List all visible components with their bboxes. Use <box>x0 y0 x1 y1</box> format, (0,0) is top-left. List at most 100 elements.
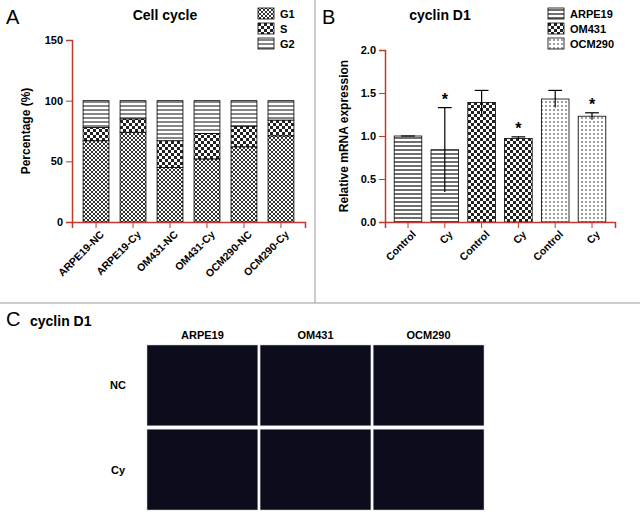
bar-segment <box>157 141 183 168</box>
x-tick-mark <box>444 222 445 228</box>
legend-swatch <box>258 23 274 34</box>
y-tick: 0.0 <box>361 216 385 228</box>
panel-label: A <box>6 6 20 28</box>
y-tick-mark <box>66 101 72 102</box>
chart-title: Cell cycle <box>133 7 198 23</box>
chart: ***0.00.51.01.52.0ControlCyControlCyCont… <box>322 6 616 263</box>
error-bar <box>548 90 562 107</box>
x-tick: ARPE19-Cy <box>94 222 143 277</box>
y-tick-mark <box>66 40 72 41</box>
bar-segment <box>157 101 183 141</box>
x-tick: Control <box>530 222 565 263</box>
significance-mark: * <box>515 120 522 137</box>
legend-item: S <box>258 23 287 35</box>
bar <box>468 102 496 222</box>
y-tick: 100 <box>45 95 72 107</box>
y-tick: 150 <box>45 34 72 46</box>
legend-label: G1 <box>280 8 295 20</box>
x-tick: OCM290-Cy <box>241 222 291 278</box>
y-tick-mark <box>66 222 72 223</box>
legend-label: OCM290 <box>570 38 614 50</box>
bar-segment <box>120 119 146 132</box>
panel-title: cyclin D1 <box>30 313 92 329</box>
y-tick-label: 150 <box>45 34 63 46</box>
x-tick-mark <box>481 222 482 228</box>
x-tick-label: Control <box>457 228 492 263</box>
bar-segment <box>268 136 294 222</box>
bar-segment <box>268 120 294 136</box>
y-tick-label: 50 <box>51 155 63 167</box>
panel-label: C <box>6 308 20 330</box>
error-line <box>444 108 445 192</box>
x-tick-label: Control <box>530 228 565 263</box>
row-label: Cy <box>111 464 126 476</box>
bar <box>505 139 533 222</box>
error-line <box>591 113 592 120</box>
error-bar <box>438 108 452 192</box>
y-tick-label: 100 <box>45 95 63 107</box>
y-tick-label: 0.0 <box>361 216 376 228</box>
legend-item: G1 <box>258 8 295 20</box>
row-label: NC <box>110 379 126 391</box>
divider <box>315 0 316 303</box>
plot-area <box>83 101 294 222</box>
legend: G1 S G2 <box>258 8 295 50</box>
y-tick-mark <box>379 222 385 223</box>
x-tick-mark <box>408 222 409 228</box>
x-tick-label: Control <box>383 228 418 263</box>
bar-segment <box>231 126 257 147</box>
x-tick-label: Cy <box>437 228 455 246</box>
y-tick-mark <box>66 161 72 162</box>
x-tick-label: Cy <box>510 228 528 246</box>
error-line <box>555 90 556 107</box>
bar <box>578 116 606 222</box>
chart-title: cyclin D1 <box>409 7 471 23</box>
x-axis: ARPE19-NCARPE19-CyOM431-NCOM431-CyOCM290… <box>55 222 305 279</box>
y-tick-mark <box>379 50 385 51</box>
significance-mark: * <box>589 96 596 113</box>
error-bar <box>512 137 526 140</box>
error-cap <box>401 135 415 136</box>
y-tick-label: 0.5 <box>361 173 376 185</box>
bar-segment <box>83 127 109 140</box>
x-tick-mark <box>555 222 556 228</box>
bar-segment <box>120 101 146 119</box>
micrograph <box>260 429 371 510</box>
legend-item: OM431 <box>548 23 606 35</box>
x-tick-label: OM431-NC <box>134 228 180 274</box>
y-tick-label: 0 <box>57 216 63 228</box>
column-label: OM431 <box>297 329 333 341</box>
y-tick: 0 <box>57 216 72 228</box>
column-label: ARPE19 <box>181 329 224 341</box>
x-tick-mark <box>592 222 593 228</box>
y-tick-mark <box>379 179 385 180</box>
plot-area <box>394 90 606 222</box>
bar-segment <box>157 167 183 222</box>
error-bar <box>585 113 599 120</box>
y-tick: 2.0 <box>361 44 385 56</box>
micrograph <box>373 429 484 510</box>
legend-label: S <box>280 23 287 35</box>
x-tick-mark <box>243 222 244 228</box>
x-tick-mark <box>518 222 519 228</box>
x-tick-label: Cy <box>584 228 602 246</box>
error-bar <box>401 136 415 137</box>
y-axis-title: Relative mRNA expression <box>337 60 351 212</box>
legend-swatch <box>258 38 274 49</box>
chart: 0 50 100 150 ARPE19-NCARPE19-CyOM431-NCOM431… <box>6 6 306 279</box>
x-tick-mark <box>133 222 134 228</box>
bar <box>541 99 569 222</box>
y-tick: 50 <box>51 155 72 167</box>
bar-segment <box>194 159 220 222</box>
legend-swatch <box>548 38 564 49</box>
y-axis-line <box>66 41 73 223</box>
legend-swatch <box>258 8 274 19</box>
bar-segment <box>268 101 294 120</box>
legend-item: G2 <box>258 38 295 50</box>
legend-swatch <box>548 8 564 19</box>
micrograph <box>373 345 484 426</box>
bar-segment <box>194 101 220 134</box>
column-label: OCM290 <box>407 329 451 341</box>
error-line <box>481 90 482 114</box>
y-tick: 1.5 <box>361 87 385 99</box>
